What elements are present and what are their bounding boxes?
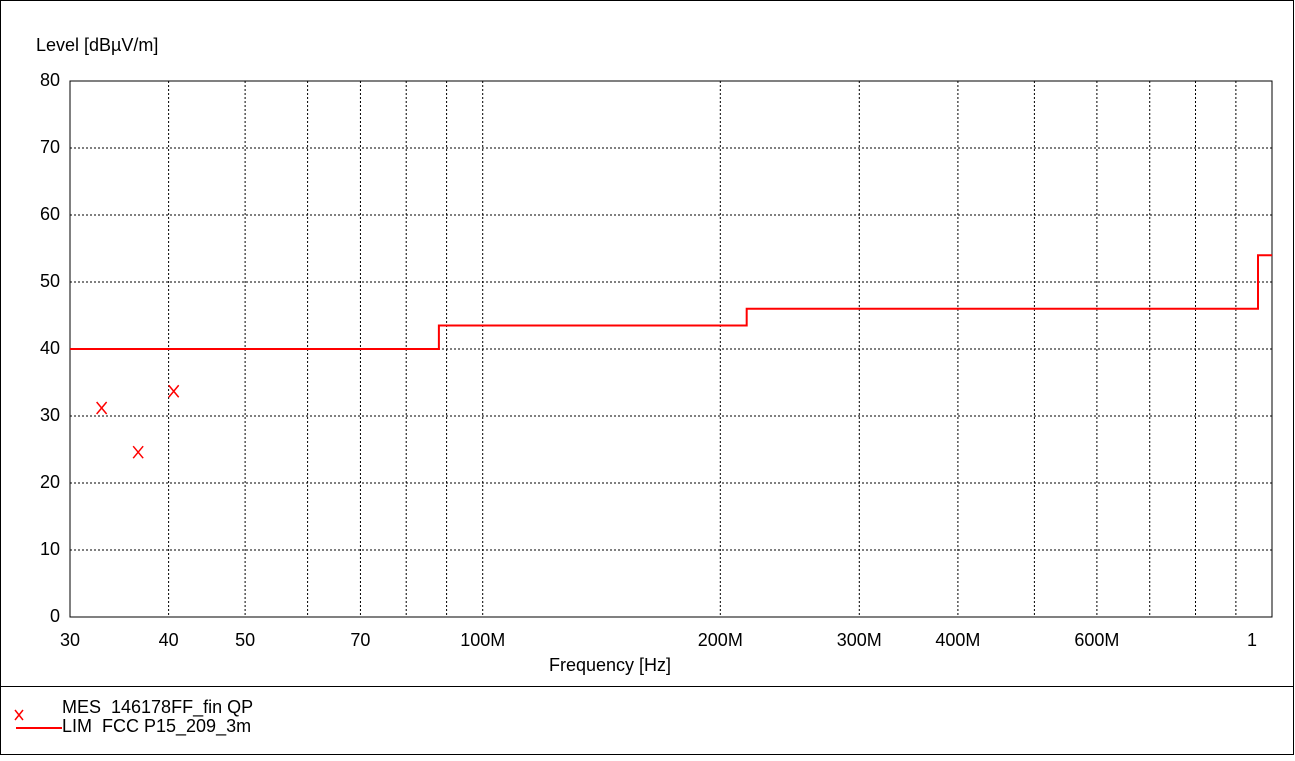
x-tick-label: 30 [60, 630, 80, 650]
x-tick-label: 40 [159, 630, 179, 650]
marker [132, 445, 144, 459]
x-tick-label: 70 [350, 630, 370, 650]
x-tick-label: 600M [1074, 630, 1119, 650]
y-tick-label: 20 [40, 472, 60, 492]
y-tick-label: 60 [40, 204, 60, 224]
y-tick-label: 80 [40, 70, 60, 90]
y-tick-label: 0 [50, 606, 60, 626]
y-tick-label: 50 [40, 271, 60, 291]
x-tick-label: 50 [235, 630, 255, 650]
x-axis-label: Frequency [Hz] [549, 655, 671, 675]
legend-label: LIM FCC P15_209_3m [62, 716, 251, 737]
marker [168, 384, 180, 398]
x-tick-label: 400M [935, 630, 980, 650]
x-tick-label: 100M [460, 630, 505, 650]
limit-line [70, 254, 1272, 350]
marker [96, 401, 108, 415]
x-tick-label: 200M [698, 630, 743, 650]
y-tick-label: 40 [40, 338, 60, 358]
y-tick-label: 70 [40, 137, 60, 157]
legend-label: MES 146178FF_fin QP [62, 697, 253, 718]
y-axis-label: Level [dBµV/m] [36, 35, 158, 55]
y-tick-label: 30 [40, 405, 60, 425]
y-tick-label: 10 [40, 539, 60, 559]
x-tick-label: 1 [1247, 630, 1257, 650]
x-tick-label: 300M [837, 630, 882, 650]
legend-symbol [14, 709, 24, 721]
